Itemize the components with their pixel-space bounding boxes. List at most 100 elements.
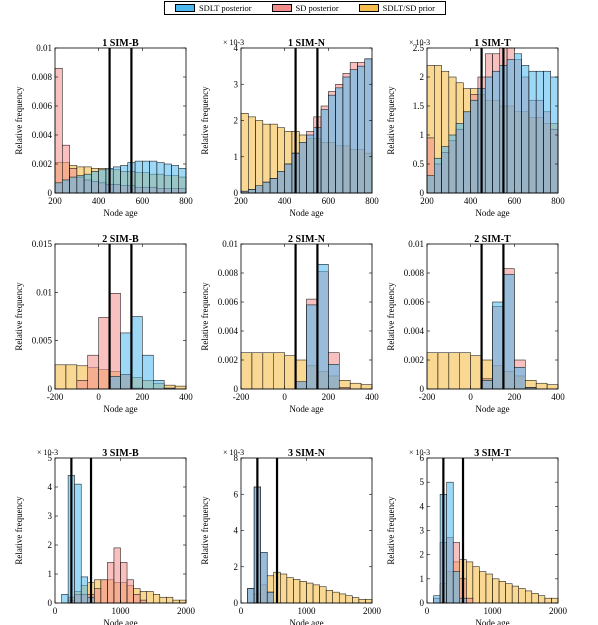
histogram-bar <box>434 157 442 194</box>
histogram-bar <box>262 181 271 194</box>
histogram-bar <box>174 385 187 390</box>
x-tick-label: 400 <box>92 196 106 206</box>
histogram-bar <box>470 99 479 194</box>
histogram-bar <box>134 160 143 194</box>
histogram-bar <box>492 578 500 604</box>
y-tick-label: 3 <box>48 511 53 521</box>
histogram-bar <box>76 380 89 390</box>
histogram-bar <box>514 367 526 390</box>
histogram-bar <box>255 185 264 194</box>
histogram-bar <box>320 109 329 194</box>
x-tick-label: 0 <box>468 392 473 402</box>
histogram-bar <box>335 87 344 194</box>
histogram-bar <box>342 76 351 194</box>
x-tick-label: 2000 <box>177 606 196 616</box>
histogram-bar <box>76 175 85 194</box>
y-tick-label: 1 <box>420 574 425 584</box>
histogram-bar <box>525 590 533 604</box>
y-tick-label: 3 <box>234 79 239 89</box>
histogram-bar <box>498 581 506 604</box>
histogram-bar <box>319 586 327 604</box>
y-tick-label: 0 <box>420 384 425 394</box>
y-exponent-label: × 10-3 <box>37 448 58 457</box>
histogram-bar <box>126 579 134 604</box>
histogram-bar <box>69 176 78 194</box>
histogram-bar <box>247 588 255 604</box>
histogram-bar <box>358 599 366 604</box>
x-tick-label: 400 <box>464 196 478 206</box>
x-tick-label: -200 <box>47 392 64 402</box>
y-tick-label: 4 <box>234 526 239 536</box>
y-tick-label: 0.004 <box>32 130 53 140</box>
histogram-bar <box>306 134 315 194</box>
histogram-bar <box>535 70 544 194</box>
histogram-bar <box>277 171 285 194</box>
histogram-bar <box>364 58 373 194</box>
histogram-bar <box>463 111 471 194</box>
histogram-bar <box>352 597 360 604</box>
y-tick-label: 0.008 <box>32 72 53 82</box>
x-tick-label: 400 <box>365 392 379 402</box>
legend-label-prior: SDLT/SD prior <box>382 3 436 13</box>
legend-item-sd-posterior: SD posterior <box>271 3 339 13</box>
histogram-bar <box>328 94 336 194</box>
y-tick-label: 0.5 <box>413 159 425 169</box>
y-tick-label: 3 <box>420 526 425 536</box>
y-tick-label: 0.015 <box>32 239 53 249</box>
histogram-bar <box>332 591 340 604</box>
histogram-bar <box>357 65 365 194</box>
histogram-bar <box>54 182 63 194</box>
histogram-bar <box>120 562 128 604</box>
histogram-bar <box>98 317 110 390</box>
y-tick-label: 0 <box>420 188 425 198</box>
histogram-bar <box>306 304 318 390</box>
histogram-bar <box>166 596 174 604</box>
histogram-bar <box>528 70 537 194</box>
x-tick-label: 200 <box>136 392 150 402</box>
x-tick-label: 600 <box>136 196 150 206</box>
x-axis-label: Node age <box>103 618 137 625</box>
y-axis-label: Relative frequency <box>386 86 396 155</box>
y-tick-label: 0.005 <box>32 336 53 346</box>
histogram-bar <box>339 593 347 604</box>
histogram-bar <box>269 178 278 194</box>
x-tick-label: 400 <box>179 392 193 402</box>
histogram-bar <box>345 595 353 604</box>
y-tick-label: 0.004 <box>218 326 239 336</box>
histogram-bar <box>83 173 92 194</box>
histogram-bar <box>485 573 493 604</box>
histogram-bar <box>481 380 493 390</box>
y-axis-label: Relative frequency <box>14 86 24 155</box>
y-tick-label: 8 <box>234 453 239 463</box>
histogram-bar <box>492 70 501 194</box>
y-tick-label: 0 <box>234 384 239 394</box>
y-tick-label: 2 <box>234 562 239 572</box>
histogram-bar <box>446 481 454 604</box>
histogram-bar <box>280 573 288 604</box>
histogram-bar <box>455 123 464 194</box>
histogram-bar <box>511 585 519 604</box>
histogram-bar <box>448 352 461 390</box>
panel-title: 2 SIM-N <box>288 234 326 245</box>
y-axis-label: Relative frequency <box>200 496 210 565</box>
histogram-bar <box>505 583 513 604</box>
y-tick-label: 2 <box>234 116 239 126</box>
histogram-bar <box>113 547 121 604</box>
y-axis-label: Relative frequency <box>200 282 210 351</box>
x-tick-label: 400 <box>278 196 292 206</box>
x-tick-label: 600 <box>322 196 336 206</box>
histogram-bar <box>466 561 474 604</box>
histogram-bar <box>178 168 187 194</box>
histogram-bar <box>426 352 439 390</box>
x-axis-label: Node age <box>475 208 509 218</box>
y-tick-label: 0 <box>48 598 53 608</box>
y-tick-label: 2 <box>48 540 53 550</box>
histogram-bar <box>452 571 461 604</box>
x-tick-label: 200 <box>48 196 62 206</box>
y-axis-label: Relative frequency <box>386 496 396 565</box>
histogram-bar <box>149 160 158 194</box>
x-axis-label: Node age <box>103 208 137 218</box>
histogram-bar <box>98 169 107 194</box>
histogram-bar <box>131 316 143 390</box>
y-tick-label: 2.5 <box>413 43 425 53</box>
